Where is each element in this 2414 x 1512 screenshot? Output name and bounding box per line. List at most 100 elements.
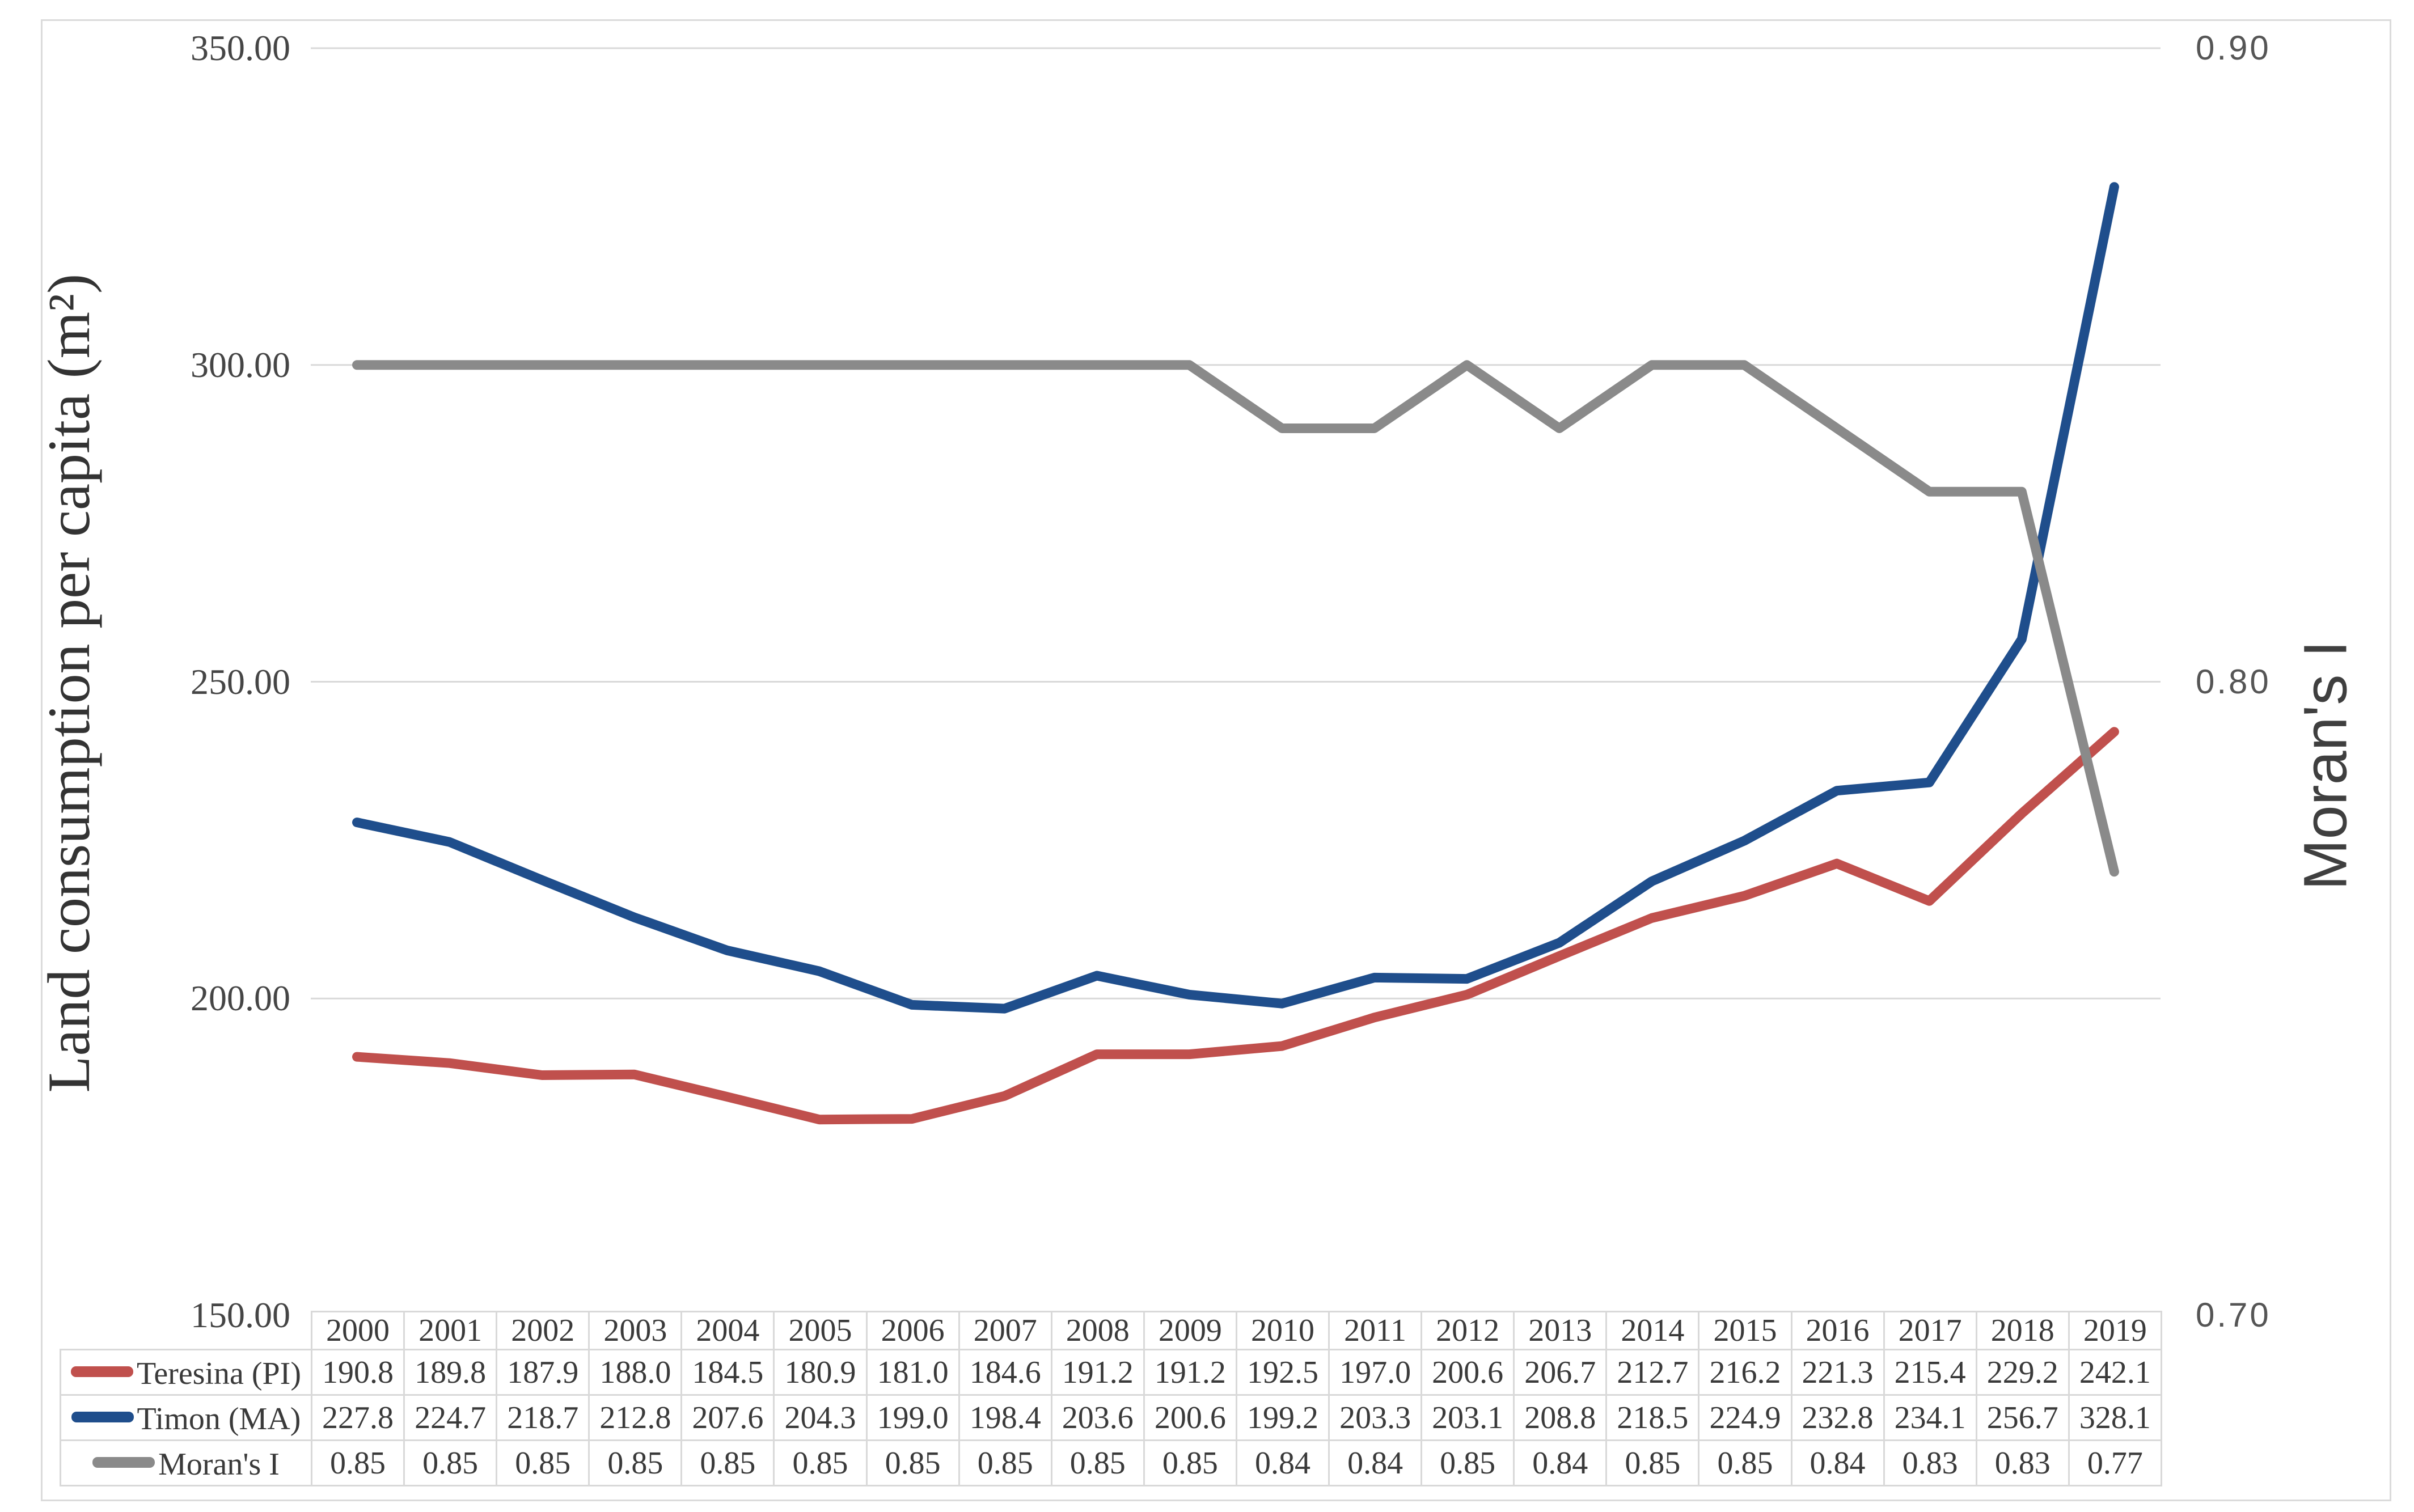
value-cell: 188.0	[588, 1349, 683, 1396]
value-cell: 0.85	[588, 1439, 683, 1486]
year-header-cell: 2012	[1421, 1311, 1515, 1350]
legend-cell-teresina-pi: Teresina (PI)	[60, 1349, 312, 1396]
legend-marker-teresina-pi	[71, 1366, 134, 1377]
value-cell: 328.1	[2068, 1394, 2162, 1441]
value-cell: 218.5	[1605, 1394, 1700, 1441]
value-cell: 212.8	[588, 1394, 683, 1441]
series-line-timon-ma	[352, 182, 2119, 1014]
series-label: Teresina (PI)	[137, 1356, 301, 1392]
y-axis-tick-left: 250.00	[191, 661, 290, 702]
value-cell: 200.6	[1143, 1394, 1237, 1441]
value-cell: 197.0	[1328, 1349, 1423, 1396]
year-header-cell: 2010	[1235, 1311, 1330, 1350]
value-cell: 0.83	[1883, 1439, 1977, 1486]
value-cell: 0.85	[496, 1439, 590, 1486]
y-axis-tick-left: 300.00	[191, 344, 290, 385]
year-header-cell: 2005	[773, 1311, 868, 1350]
year-header-cell: 2016	[1790, 1311, 1885, 1350]
value-cell: 0.85	[1421, 1439, 1515, 1486]
table-row-timon-ma: Timon (MA) 227.8 224.7 218.7 212.8 207.6 204.3…	[60, 1394, 2162, 1441]
value-cell: 0.84	[1790, 1439, 1885, 1486]
value-cell: 198.4	[958, 1394, 1052, 1441]
value-cell: 0.85	[1698, 1439, 1792, 1486]
series-label: Moran's I	[158, 1447, 280, 1483]
value-cell: 0.85	[1143, 1439, 1237, 1486]
year-header-cell: 2019	[2068, 1311, 2162, 1350]
value-cell: 189.8	[403, 1349, 498, 1396]
value-cell: 203.1	[1421, 1394, 1515, 1441]
value-cell: 221.3	[1790, 1349, 1885, 1396]
value-cell: 0.84	[1513, 1439, 1608, 1486]
y-axis-tick-left: 350.00	[191, 28, 290, 68]
value-cell: 184.6	[958, 1349, 1052, 1396]
year-header-cell: 2003	[588, 1311, 683, 1350]
figure-border	[41, 19, 2391, 1501]
value-cell: 218.7	[496, 1394, 590, 1441]
value-cell: 207.6	[680, 1394, 775, 1441]
value-cell: 0.77	[2068, 1439, 2162, 1486]
year-header-cell: 2006	[865, 1311, 960, 1350]
value-cell: 199.2	[1235, 1394, 1330, 1441]
value-cell: 191.2	[1143, 1349, 1237, 1396]
year-header-cell: 2007	[958, 1311, 1052, 1350]
data-table: 2000 2001 2002 2003 2004 2005 2006 2007 2008 2009…	[60, 1311, 2162, 1486]
value-cell: 203.6	[1050, 1394, 1145, 1441]
legend-marker-timon-ma	[71, 1411, 134, 1422]
table-row-teresina-pi: Teresina (PI) 190.8 189.8 187.9 188.0 184.5 18…	[60, 1349, 2162, 1396]
y-axis-tick-left: 200.00	[191, 978, 290, 1019]
year-header-cell: 2015	[1698, 1311, 1792, 1350]
value-cell: 0.85	[958, 1439, 1052, 1486]
table-corner-cell	[61, 1312, 312, 1350]
value-cell: 190.8	[310, 1349, 405, 1396]
value-cell: 215.4	[1883, 1349, 1977, 1396]
series-label: Timon (MA)	[137, 1401, 301, 1437]
year-header-cell: 2002	[496, 1311, 590, 1350]
series-line-teresina-pi	[352, 727, 2119, 1125]
value-cell: 212.7	[1605, 1349, 1700, 1396]
value-cell: 0.83	[1975, 1439, 2070, 1486]
legend-marker-morans-i	[92, 1456, 155, 1468]
value-cell: 232.8	[1790, 1394, 1885, 1441]
value-cell: 224.7	[403, 1394, 498, 1441]
value-cell: 0.85	[1605, 1439, 1700, 1486]
year-header-cell: 2017	[1883, 1311, 1977, 1350]
value-cell: 199.0	[865, 1394, 960, 1441]
legend-cell-morans-i: Moran's I	[60, 1439, 312, 1486]
year-header-cell: 2009	[1143, 1311, 1237, 1350]
year-header-cell: 2011	[1328, 1311, 1423, 1350]
value-cell: 184.5	[680, 1349, 775, 1396]
value-cell: 0.84	[1235, 1439, 1330, 1486]
year-header-cell: 2000	[310, 1311, 405, 1350]
value-cell: 0.85	[1050, 1439, 1145, 1486]
year-header-cell: 2018	[1975, 1311, 2070, 1350]
y-axis-tick-right: 0.70	[2196, 1296, 2271, 1334]
value-cell: 224.9	[1698, 1394, 1792, 1441]
value-cell: 0.85	[865, 1439, 960, 1486]
table-row-morans-i: Moran's I 0.85 0.85 0.85 0.85 0.85 0.85 0.85 0.8…	[60, 1439, 2162, 1486]
value-cell: 191.2	[1050, 1349, 1145, 1396]
value-cell: 206.7	[1513, 1349, 1608, 1396]
value-cell: 0.85	[773, 1439, 868, 1486]
y-axis-tick-left: 150.00	[191, 1295, 290, 1335]
year-header-cell: 2004	[680, 1311, 775, 1350]
value-cell: 204.3	[773, 1394, 868, 1441]
value-cell: 200.6	[1421, 1349, 1515, 1396]
year-header-cell: 2008	[1050, 1311, 1145, 1350]
value-cell: 0.85	[403, 1439, 498, 1486]
year-header-cell: 2014	[1605, 1311, 1700, 1350]
value-cell: 256.7	[1975, 1394, 2070, 1441]
series-line-morans-i	[352, 360, 2119, 877]
value-cell: 203.3	[1328, 1394, 1423, 1441]
year-header-cell: 2013	[1513, 1311, 1608, 1350]
value-cell: 0.85	[310, 1439, 405, 1486]
value-cell: 229.2	[1975, 1349, 2070, 1396]
value-cell: 192.5	[1235, 1349, 1330, 1396]
value-cell: 208.8	[1513, 1394, 1608, 1441]
value-cell: 242.1	[2068, 1349, 2162, 1396]
value-cell: 181.0	[865, 1349, 960, 1396]
value-cell: 216.2	[1698, 1349, 1792, 1396]
value-cell: 0.84	[1328, 1439, 1423, 1486]
y-axis-tick-right: 0.90	[2196, 29, 2271, 67]
year-header-cell: 2001	[403, 1311, 498, 1350]
